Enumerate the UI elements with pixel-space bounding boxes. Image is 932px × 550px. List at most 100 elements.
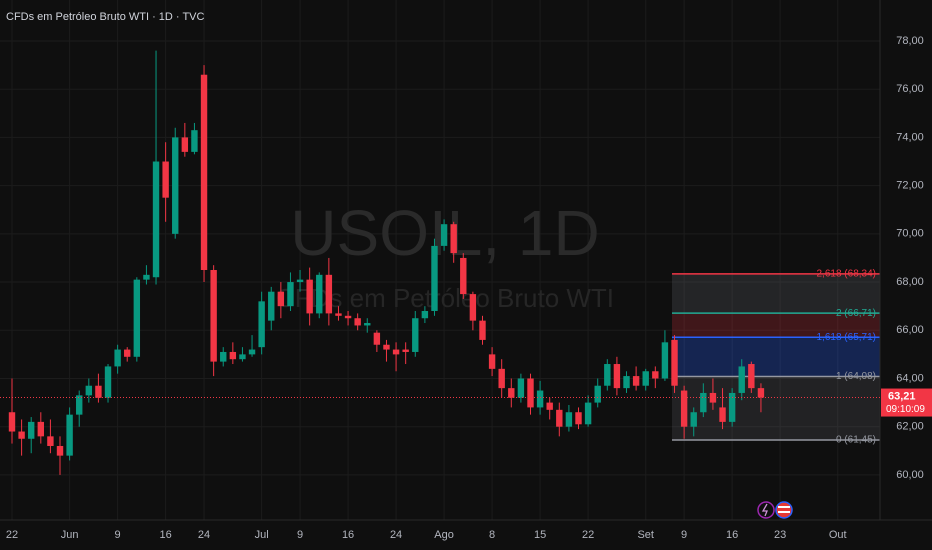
candle-body bbox=[671, 339, 678, 386]
candle-body bbox=[47, 436, 54, 446]
candle-body bbox=[316, 274, 323, 314]
candle-body bbox=[335, 313, 342, 316]
x-tick-label: 22 bbox=[6, 529, 18, 541]
lightning-icon bbox=[761, 503, 768, 517]
flag-icon[interactable] bbox=[775, 501, 793, 519]
x-tick-label: 9 bbox=[681, 529, 687, 541]
y-tick-label: 74,00 bbox=[896, 131, 924, 143]
x-tick-label: 24 bbox=[198, 529, 210, 541]
candle-body bbox=[172, 137, 179, 234]
event-icon[interactable] bbox=[757, 501, 775, 519]
candle-body bbox=[623, 376, 630, 389]
candle-body bbox=[354, 318, 361, 326]
y-tick-label: 62,00 bbox=[896, 421, 924, 433]
candle-body bbox=[460, 257, 467, 295]
y-tick-label: 78,00 bbox=[896, 35, 924, 47]
candle-body bbox=[296, 279, 304, 283]
candle-body bbox=[306, 279, 313, 314]
candle-body bbox=[18, 431, 25, 439]
candle-body bbox=[709, 392, 717, 403]
candle-body bbox=[114, 349, 121, 367]
candle-body bbox=[133, 279, 141, 357]
x-tick-label: 23 bbox=[774, 529, 786, 541]
candle-body bbox=[248, 349, 256, 355]
candle-body bbox=[556, 409, 563, 427]
fib-zone bbox=[672, 376, 880, 440]
candle-body bbox=[210, 270, 217, 362]
watermark-subtitle: CFDs em Petróleo Bruto WTI bbox=[276, 283, 614, 313]
candle-body bbox=[594, 385, 601, 403]
candle-body bbox=[584, 402, 592, 425]
candle-body bbox=[56, 445, 64, 456]
fib-label: 2 (66,71) bbox=[836, 308, 876, 319]
candle-body bbox=[536, 390, 544, 408]
x-tick-label: 16 bbox=[726, 529, 738, 541]
flag-stripe bbox=[778, 506, 790, 508]
x-tick-label: Jun bbox=[61, 529, 79, 541]
y-tick-label: 70,00 bbox=[896, 228, 924, 240]
candle-body bbox=[757, 388, 765, 398]
candle-body bbox=[104, 366, 112, 398]
candle-body bbox=[728, 392, 736, 422]
candle-body bbox=[258, 301, 265, 348]
candle-body bbox=[200, 74, 208, 271]
candle-body bbox=[498, 368, 505, 389]
candle-body bbox=[421, 310, 429, 319]
candle-body bbox=[661, 342, 669, 379]
candle-body bbox=[277, 291, 285, 307]
candle-body bbox=[450, 224, 457, 254]
y-tick-label: 68,00 bbox=[896, 276, 924, 288]
y-tick-label: 64,00 bbox=[896, 372, 924, 384]
candle-body bbox=[239, 354, 246, 360]
fib-zone bbox=[672, 313, 880, 338]
chart-title: CFDs em Petróleo Bruto WTI · 1D · TVC bbox=[6, 11, 205, 23]
candle-body bbox=[488, 354, 496, 369]
candle-body bbox=[364, 323, 371, 326]
axes: 60,00 62,00 64,00 66,00 68,00 70,00 72,00 74,00… bbox=[0, 35, 932, 541]
fib-label: 1 (64,08) bbox=[836, 371, 876, 382]
candle-body bbox=[152, 161, 160, 278]
x-tick-label: Out bbox=[829, 529, 847, 541]
fib-zone bbox=[672, 273, 880, 314]
fib-label: 0 (61,45) bbox=[836, 435, 876, 446]
candle-body bbox=[527, 378, 534, 408]
candle-body bbox=[546, 402, 553, 410]
candle-body bbox=[344, 315, 352, 319]
x-tick-label: 15 bbox=[534, 529, 546, 541]
candle-body bbox=[229, 351, 237, 360]
y-tick-label: 72,00 bbox=[896, 180, 924, 192]
last-price-label: 63,21 bbox=[888, 390, 916, 402]
last-price-tag bbox=[881, 388, 932, 417]
candles bbox=[8, 50, 765, 475]
candle-body bbox=[85, 385, 93, 396]
candle-body bbox=[479, 320, 486, 340]
candle-body bbox=[412, 318, 419, 352]
candle-body bbox=[143, 274, 150, 280]
candle-body bbox=[8, 412, 16, 432]
candle-body bbox=[287, 282, 294, 307]
candle-body bbox=[652, 371, 659, 379]
candle-body bbox=[402, 349, 409, 352]
fib-tool: 0 (61,45) 1 (64,08) 1,618 (65,71) 2 (66,71)… bbox=[672, 269, 880, 446]
x-tick-label: 24 bbox=[390, 529, 402, 541]
x-tick-label: 9 bbox=[115, 529, 121, 541]
candle-body bbox=[700, 392, 707, 413]
candle-body bbox=[76, 395, 83, 415]
x-tick-label: 22 bbox=[582, 529, 594, 541]
x-tick-label: 16 bbox=[160, 529, 172, 541]
candle-body bbox=[440, 224, 448, 246]
candle-body bbox=[95, 385, 102, 398]
candle-body bbox=[508, 388, 515, 398]
candle-body bbox=[37, 421, 45, 437]
fib-label: 2,618 (68,34) bbox=[817, 269, 877, 280]
candle-body bbox=[565, 412, 573, 427]
candle-body bbox=[124, 349, 131, 357]
candle-body bbox=[613, 364, 621, 389]
candle-body bbox=[469, 294, 477, 321]
candle-body bbox=[383, 344, 390, 350]
candle-body bbox=[373, 332, 381, 345]
candle-body bbox=[220, 351, 227, 362]
x-tick-label: 9 bbox=[297, 529, 303, 541]
